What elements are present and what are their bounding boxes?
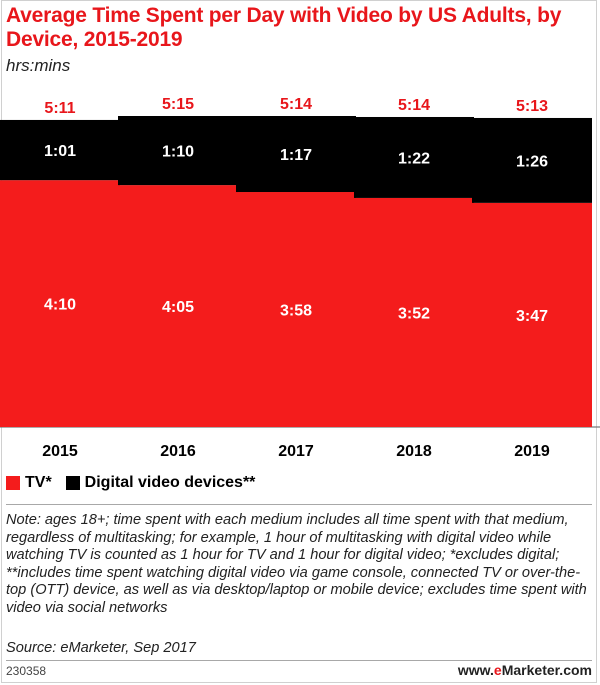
total-label-2019: 5:13 [516,98,548,115]
divider-top [6,504,592,505]
total-label-2017: 5:14 [280,96,312,113]
data-label-digital-2016: 1:10 [162,144,194,161]
data-label-digital-2018: 1:22 [398,150,430,167]
bar-tv-2015 [0,180,120,427]
data-label-digital-2017: 1:17 [280,147,312,164]
bar-digital-2016 [118,116,238,186]
legend-label-digital: Digital video devices** [84,474,256,491]
chart-title: Average Time Spent per Day with Video by… [6,4,562,51]
bar-tv-2019 [472,202,592,427]
data-label-digital-2015: 1:01 [44,143,76,160]
bar-digital-2019 [472,117,592,203]
site-link[interactable]: www.eMarketer.com [458,662,592,678]
legend-swatch-digital [65,476,80,490]
bar-tv-2016 [118,185,238,427]
data-label-tv-2015: 4:10 [44,297,76,314]
legend-label-tv: TV* [25,474,52,491]
total-label-2015: 5:11 [44,100,75,117]
divider-bottom [6,660,592,661]
site-suffix: Marketer.com [501,662,592,678]
legend-item-digital: Digital video devices** [65,474,256,492]
chart-id: 230358 [6,664,47,678]
legend-swatch-tv [6,476,20,490]
data-label-tv-2018: 3:52 [398,305,430,322]
data-label-digital-2019: 1:26 [516,153,548,170]
data-label-tv-2019: 3:47 [516,308,548,325]
bar-tv-2018 [354,197,474,427]
footnote: Note: ages 18+; time spent with each med… [6,512,587,616]
bar-digital-2017 [236,116,356,193]
chart-legend: TV* Digital video devices** [6,472,269,494]
x-tick-label-2019: 2019 [514,443,550,460]
stacked-bar-chart: 4:10 1:01 5:11 2015 4:05 1:10 5:15 2016 3:58 1:17… [0,96,600,460]
source-line: Source: eMarketer, Sep 2017 [6,640,196,656]
bar-digital-2015 [0,119,120,181]
chart-subtitle: hrs:mins [6,56,71,75]
x-tick-label-2015: 2015 [42,443,78,460]
legend-item-tv: TV* [6,474,52,492]
x-tick-label-2017: 2017 [278,443,314,460]
x-tick-label-2016: 2016 [160,443,196,460]
bar-tv-2017 [236,192,356,427]
data-label-tv-2017: 3:58 [280,303,312,320]
site-prefix: www. [457,662,494,678]
bar-digital-2018 [354,116,474,198]
x-tick-label-2018: 2018 [396,443,432,460]
total-label-2016: 5:15 [162,96,194,113]
total-label-2018: 5:14 [398,97,430,114]
data-label-tv-2016: 4:05 [162,299,194,316]
site-brand-letter: e [493,662,502,678]
